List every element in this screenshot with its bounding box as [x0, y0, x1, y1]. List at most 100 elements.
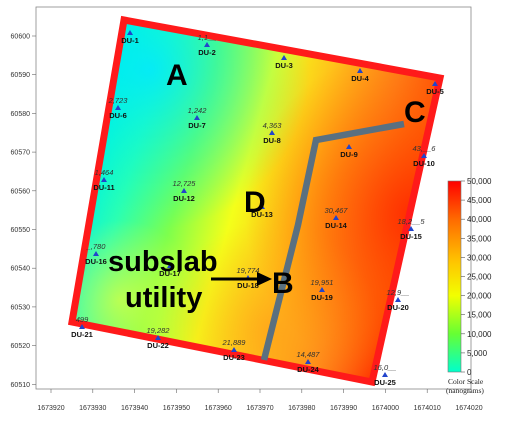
sample-point[interactable]: 1,242 DU-7 [188, 106, 208, 130]
sample-id: DU-17 [159, 269, 181, 278]
x-tick-label: 1673950 [163, 405, 190, 412]
color-bar-tick-label: 50,000 [467, 177, 492, 186]
y-tick-label: 60580 [11, 111, 31, 118]
x-tick-label: 1673960 [205, 405, 232, 412]
color-bar-ticks: 50,000 45,000 40,000 35,000 30,000 25,000 20,0… [461, 177, 492, 377]
sample-value: 2,723 [108, 96, 129, 105]
color-bar-ramp [447, 180, 462, 373]
sample-id: DU-15 [400, 232, 422, 241]
sample-point[interactable]: 12,725 DU-12 [173, 179, 197, 203]
y-tick-label: 60550 [11, 227, 31, 234]
sample-id: DU-7 [188, 121, 206, 130]
color-bar-tick-label: 5,000 [467, 349, 488, 358]
triangle-marker-icon [408, 226, 414, 231]
triangle-marker-icon [259, 204, 265, 209]
sample-id: DU-6 [109, 111, 127, 120]
y-axis-ticks: 60600 60590 60580 60570 60560 60550 60540 60530… [11, 34, 36, 389]
sample-id: DU-1 [121, 36, 139, 45]
sample-point[interactable]: 12,9__ DU-20 [387, 288, 410, 312]
sample-point[interactable]: 1,464 DU-11 [93, 168, 114, 192]
triangle-marker-icon [79, 324, 85, 329]
sample-value: 1,464 [95, 168, 114, 177]
sample-value: 43,__6 [413, 144, 437, 153]
sample-point[interactable]: 16,0__ DU-25 [374, 363, 397, 387]
sample-point[interactable]: DU-5 [426, 81, 444, 96]
sample-id: DU-9 [340, 150, 358, 159]
triangle-marker-icon [181, 188, 187, 193]
sample-id: DU-3 [275, 61, 293, 70]
color-bar-tick-label: 45,000 [467, 196, 492, 205]
sample-id: DU-22 [147, 341, 169, 350]
triangle-marker-icon [231, 347, 237, 352]
x-tick-label: 1673970 [246, 405, 273, 412]
triangle-marker-icon [155, 335, 161, 340]
sample-point[interactable]: 43,__6 DU-10 [413, 144, 437, 168]
zone-label-c: C [404, 96, 426, 129]
sample-point[interactable]: _,780 DU-16 [85, 242, 107, 266]
sample-id: DU-14 [325, 221, 348, 230]
zone-label-d: D [244, 186, 266, 219]
triangle-marker-icon [395, 297, 401, 302]
color-bar-tick-label: 10,000 [467, 330, 492, 339]
color-bar-tick-label: 25,000 [467, 273, 492, 282]
zone-label-b: B [272, 267, 294, 300]
sample-point[interactable]: DU-1 [121, 30, 139, 45]
sample-id: DU-19 [311, 293, 333, 302]
triangle-marker-icon [204, 42, 210, 47]
sample-id: DU-16 [85, 257, 107, 266]
y-tick-label: 60600 [11, 34, 31, 41]
concentration-field [72, 20, 440, 382]
sample-id: DU-8 [263, 136, 281, 145]
sample-value: 1,242 [188, 106, 208, 115]
sample-id: DU-21 [71, 330, 93, 339]
sample-value: 12,9__ [387, 288, 410, 297]
sample-value: 499 [76, 315, 89, 324]
color-bar-tick-label: 0 [467, 368, 472, 377]
x-tick-label: 1673930 [79, 405, 106, 412]
sample-point[interactable]: 30,467 DU-14 [325, 206, 349, 230]
sample-point[interactable]: 14,487 DU-24 [297, 350, 321, 374]
sample-point[interactable]: 19,282 DU-22 [147, 326, 171, 350]
triangle-marker-icon [421, 153, 427, 158]
sample-point[interactable]: 1,1__ DU-2 [198, 33, 217, 57]
sample-point[interactable]: DU-9 [340, 144, 358, 159]
triangle-marker-icon [127, 30, 133, 35]
zone-label-a: A [166, 59, 188, 92]
annotation-arrow-head [257, 272, 272, 286]
triangle-marker-icon [357, 68, 363, 73]
sample-point[interactable]: DU-3 [275, 55, 293, 70]
sample-point[interactable]: 21,889 DU-23 [222, 338, 247, 362]
sample-id: DU-12 [173, 194, 195, 203]
survey-boundary [67, 15, 445, 387]
sample-point[interactable]: 4,363 DU-8 [263, 121, 283, 145]
color-bar-tick-label: 40,000 [467, 215, 492, 224]
subslab-utility-line [260, 120, 405, 361]
x-tick-label: 1673940 [121, 405, 148, 412]
annotation-subslab: subslab [108, 246, 218, 278]
sample-points: DU-1 1,1__ DU-2 DU-3 DU-4 DU-5 2,723 DU-6 1,242 D… [71, 30, 444, 387]
y-tick-label: 60520 [11, 343, 31, 350]
sample-value: 16,0__ [374, 363, 397, 372]
sample-id: DU-10 [413, 159, 435, 168]
sample-point[interactable]: 19,951 DU-19 [311, 278, 334, 302]
y-tick-label: 60560 [11, 188, 31, 195]
sample-id: DU-13 [251, 210, 273, 219]
sample-point[interactable]: DU-17 [159, 263, 181, 278]
y-tick-label: 60510 [11, 382, 31, 389]
sample-point[interactable]: 499 DU-21 [71, 315, 93, 339]
triangle-marker-icon [93, 251, 99, 256]
color-bar: 50,000 45,000 40,000 35,000 30,000 25,000 20,0… [446, 177, 492, 395]
y-tick-label: 60570 [11, 150, 31, 157]
sample-value: 19,951 [311, 278, 334, 287]
sample-point[interactable]: 2,723 DU-6 [108, 96, 129, 120]
sample-point[interactable]: DU-13 [251, 204, 273, 219]
sample-id: DU-11 [93, 183, 114, 192]
sample-id: DU-2 [198, 48, 216, 57]
y-tick-label: 60530 [11, 304, 31, 311]
x-tick-label: 1674010 [414, 405, 441, 412]
sample-point[interactable]: DU-4 [351, 68, 370, 83]
sample-value: 1,1__ [198, 33, 217, 42]
sample-point[interactable]: 18,2__5 DU-15 [397, 217, 425, 241]
triangle-marker-icon [346, 144, 352, 149]
